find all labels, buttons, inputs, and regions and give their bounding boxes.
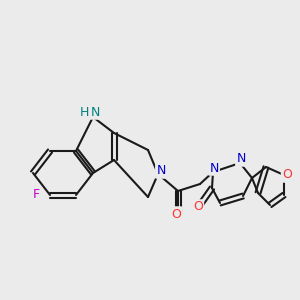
Text: N: N — [209, 161, 219, 175]
Text: O: O — [193, 200, 203, 214]
Text: N: N — [90, 106, 100, 118]
Text: F: F — [32, 188, 40, 202]
Text: O: O — [171, 208, 181, 220]
Text: H: H — [79, 106, 89, 118]
Text: O: O — [282, 169, 292, 182]
Text: N: N — [236, 152, 246, 166]
Text: N: N — [156, 164, 166, 178]
